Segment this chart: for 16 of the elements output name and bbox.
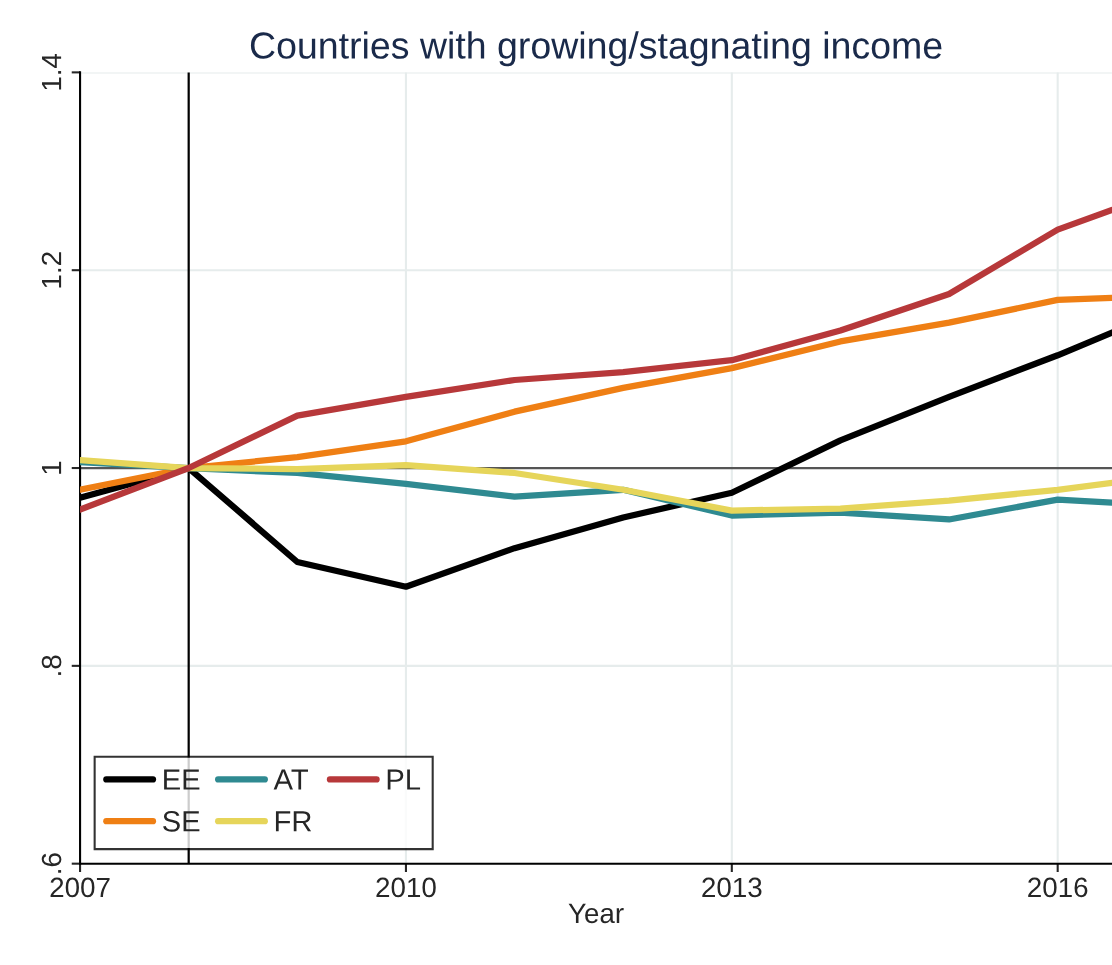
legend-label: AT <box>273 769 309 790</box>
chart-title: Countries with growing/stagnating income <box>250 31 942 67</box>
x-tick-label: 2016 <box>1028 877 1088 898</box>
x-tick-label: 2010 <box>376 877 436 898</box>
y-tick-label: 1 <box>42 461 62 474</box>
y-tick-label: 1.4 <box>42 53 62 90</box>
x-axis-title: Year <box>568 903 624 924</box>
y-tick-label: .6 <box>41 853 62 873</box>
legend-label: EE <box>164 769 200 790</box>
y-tick-label: .8 <box>41 655 62 675</box>
legend-label: PL <box>387 769 421 790</box>
legend-label: SE <box>163 811 200 832</box>
x-tick-label: 2007 <box>50 877 110 898</box>
x-tick-label: 2013 <box>702 877 762 898</box>
legend-label: FR <box>275 811 312 832</box>
y-tick-label: 1.2 <box>41 252 62 288</box>
